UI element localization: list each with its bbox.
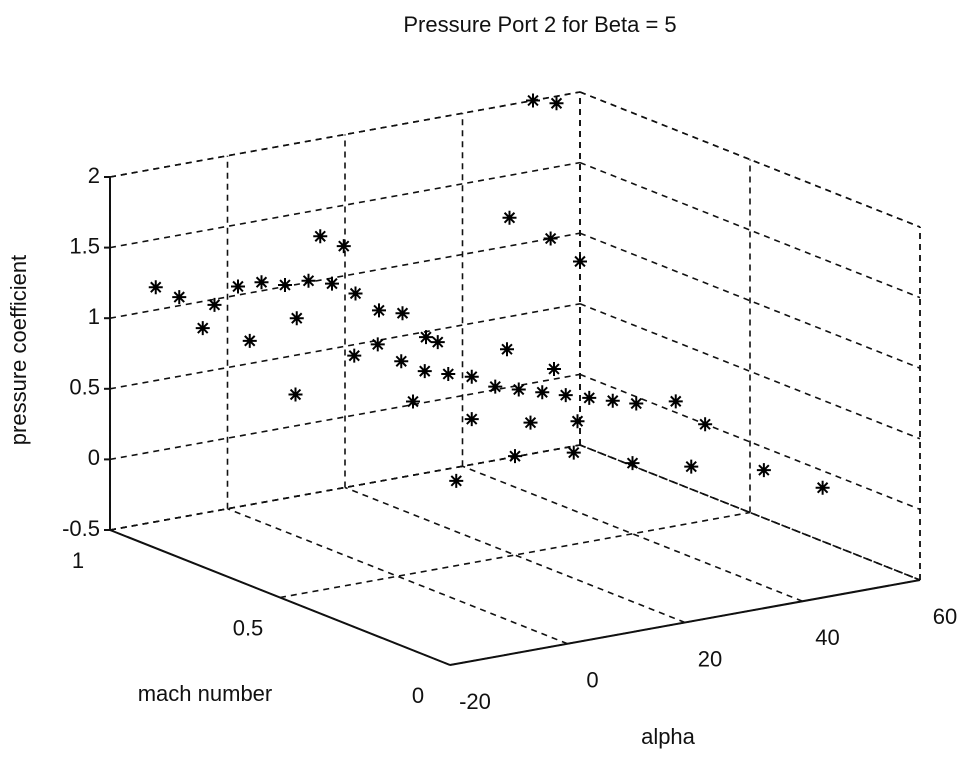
x-axis-label: alpha [641,724,696,749]
grid-line [109,373,581,461]
chart-title: Pressure Port 2 for Beta = 5 [403,12,676,37]
z-axis-label: pressure coefficient [6,255,31,445]
grid-line [279,511,751,599]
z-tick-label: 2 [88,163,100,188]
point [254,275,269,290]
point [547,361,561,376]
point [500,342,514,357]
point [313,229,328,244]
y-tick-label: 0.5 [233,615,264,640]
point [535,385,550,400]
point [207,297,222,312]
grid-line [109,444,581,531]
point [508,449,522,464]
z-tick-label: 1 [88,304,100,329]
point [289,311,304,326]
point [336,239,351,254]
grid-line [579,91,921,228]
point [419,330,433,345]
grid-line [449,579,921,666]
z-tick-label: 1.5 [69,233,100,258]
y-tick-label: 0 [412,683,424,708]
point [605,393,620,408]
point [325,276,339,291]
point [526,93,540,108]
grid-line [109,303,581,390]
point [372,303,386,318]
z-tick-label: -0.5 [62,516,100,541]
point [347,348,362,363]
z-tick-label: 0.5 [69,375,100,400]
point [278,278,292,293]
point [573,254,587,269]
point [195,321,210,336]
point [242,333,257,348]
point [629,396,644,411]
grid-line [462,465,803,602]
grid-line [579,444,921,581]
x-tick-label: 60 [933,604,957,629]
point [464,369,479,384]
y-tick-label: 1 [72,548,84,573]
point [395,306,410,321]
point [543,231,558,246]
point [441,366,456,381]
z-tick-label: 0 [88,445,100,470]
point [348,286,363,301]
point [815,480,830,495]
point [464,412,479,427]
point [406,394,420,409]
point [684,459,699,474]
point [370,337,385,352]
x-tick-label: 0 [586,668,598,693]
point [668,394,683,409]
point [288,387,303,402]
point [301,273,316,288]
point [511,382,526,397]
point [430,335,445,350]
point [756,463,771,478]
point [570,414,585,429]
y-axis-label: mach number [138,681,273,706]
point [502,210,517,225]
point [449,473,464,488]
point [488,379,503,394]
point [558,388,573,403]
grid-line [579,303,921,440]
x-tick-label: 40 [815,625,839,650]
point [698,417,713,432]
x-tick-label: 20 [698,646,722,671]
point [417,364,432,379]
grid-line [344,486,686,624]
point [172,290,187,305]
grid-line [227,508,568,645]
grid-line [109,91,581,178]
grid-line [109,161,581,249]
grid-line [109,529,451,666]
point [394,354,409,369]
point [231,279,245,294]
point [582,390,597,405]
grid-line [109,232,581,319]
point [549,96,564,111]
point [148,280,163,295]
point [625,456,640,471]
point [523,415,538,430]
x-tick-label: -20 [459,689,491,714]
grid-line [579,232,921,369]
point [566,445,581,460]
grid-line [579,161,921,299]
